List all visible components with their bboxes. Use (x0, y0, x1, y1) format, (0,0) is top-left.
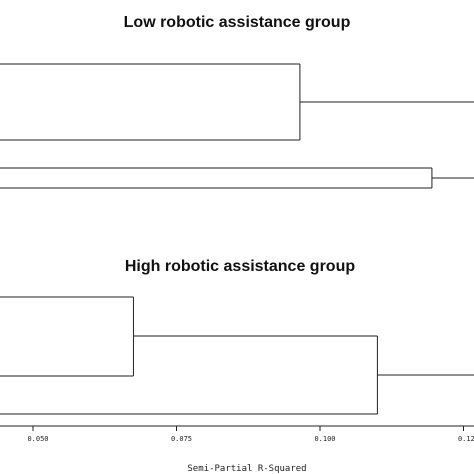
x-tick-label: 0.050 (27, 435, 48, 443)
low-assistance-dendrogram (0, 63, 474, 189)
high-assistance-dendrogram (0, 296, 474, 415)
x-tick-label: 0.075 (171, 435, 192, 443)
panel-title-low: Low robotic assistance group (124, 14, 351, 31)
x-tick-label: 0.125 (458, 435, 474, 443)
x-tick-label: 0.100 (314, 435, 335, 443)
x-axis-title: Semi-Partial R-Squared (187, 464, 306, 474)
panel-title-high: High robotic assistance group (125, 258, 355, 275)
